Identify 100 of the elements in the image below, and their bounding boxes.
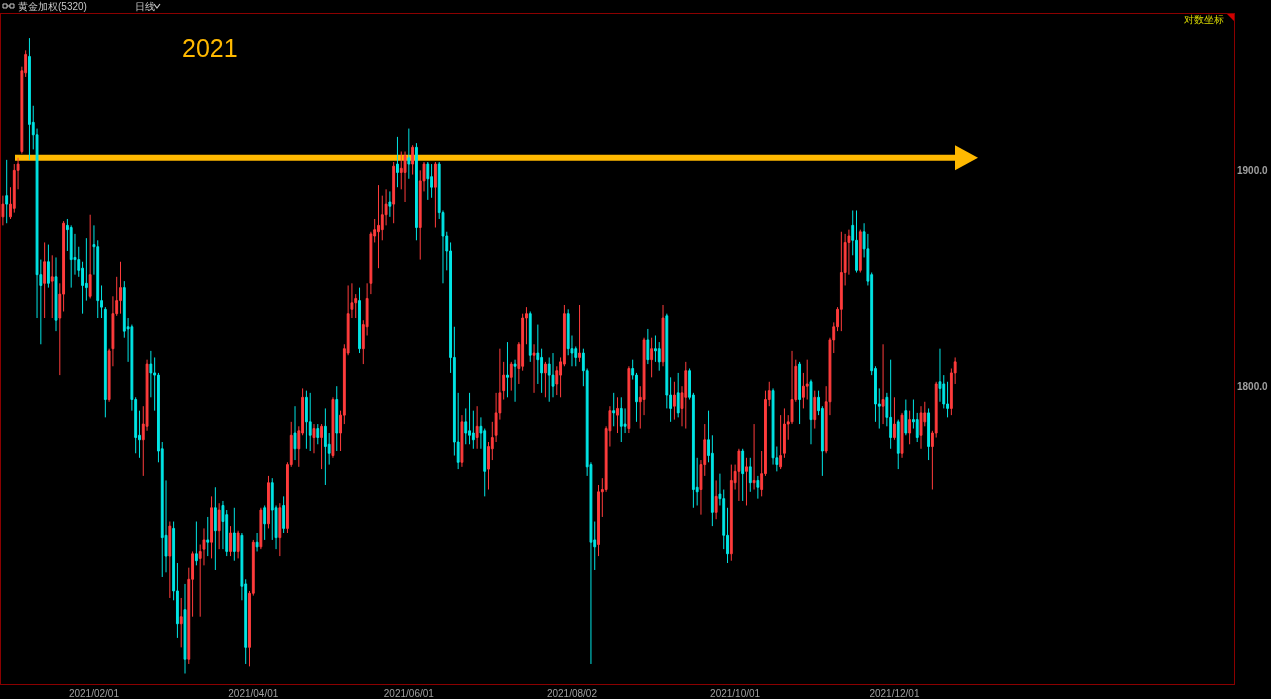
candlestick xyxy=(320,423,324,470)
candlestick xyxy=(919,405,923,450)
candlestick xyxy=(779,414,783,470)
candlestick xyxy=(714,479,718,520)
candlestick xyxy=(881,343,885,425)
candlestick xyxy=(179,597,183,648)
x-tick-label: 2021/10/01 xyxy=(710,688,761,699)
candlestick xyxy=(889,359,893,450)
candlestick xyxy=(50,254,54,319)
candlestick xyxy=(813,390,817,430)
candlestick xyxy=(650,337,654,378)
candlestick xyxy=(855,209,858,273)
candlestick xyxy=(433,161,437,228)
candlestick xyxy=(612,392,616,427)
candlestick xyxy=(627,365,631,434)
candlestick xyxy=(308,392,312,452)
candlestick xyxy=(684,361,688,430)
candlestick xyxy=(858,229,862,273)
candlestick xyxy=(335,385,339,452)
candlestick xyxy=(752,423,756,491)
candlestick xyxy=(43,241,47,319)
candlestick xyxy=(88,214,92,299)
candlestick xyxy=(259,507,263,550)
candlestick xyxy=(206,516,210,557)
candlestick xyxy=(377,184,380,269)
candlestick xyxy=(783,407,786,459)
candlestick xyxy=(513,359,517,403)
candlestick xyxy=(304,390,308,450)
candlestick xyxy=(748,457,752,493)
candlestick xyxy=(168,521,172,599)
candlestick xyxy=(756,475,760,500)
candlestick xyxy=(729,464,733,562)
candlestick xyxy=(460,414,464,468)
candlestick xyxy=(745,457,748,506)
candlestick xyxy=(103,306,107,418)
candlestick xyxy=(229,525,232,557)
candlestick xyxy=(323,407,327,486)
candlestick xyxy=(661,304,665,367)
candlestick xyxy=(232,507,236,562)
candlestick xyxy=(316,423,320,445)
chart-subtitle: 日线 xyxy=(135,1,155,12)
candlestick xyxy=(528,310,532,363)
candlestick xyxy=(430,163,434,199)
candlestick xyxy=(927,407,931,461)
annotation: 2021 xyxy=(182,34,238,62)
x-tick-label: 2021/06/01 xyxy=(383,688,435,699)
candlestick xyxy=(358,287,361,354)
candlestick xyxy=(904,399,908,436)
candlestick xyxy=(547,356,551,403)
candlestick xyxy=(426,161,430,201)
candlestick xyxy=(263,504,267,541)
y-tick-label: 1800.0 xyxy=(1237,380,1269,392)
candlestick xyxy=(672,381,676,421)
candlestick xyxy=(183,583,187,674)
candlestick xyxy=(741,448,745,502)
annotation: 对数坐标 xyxy=(1184,14,1224,25)
candlestick xyxy=(255,532,259,552)
x-tick-label: 2021/04/01 xyxy=(228,688,279,699)
candlestick xyxy=(506,341,509,398)
candlestick xyxy=(54,256,58,332)
chart-title: 黄金加权(5320) xyxy=(18,0,87,12)
candlestick xyxy=(403,151,407,203)
candlestick xyxy=(619,396,623,443)
candlestick xyxy=(839,231,843,332)
candlestick xyxy=(737,448,741,502)
candlestick xyxy=(217,502,221,550)
candlestick xyxy=(396,136,399,188)
candlestick xyxy=(388,190,392,218)
candlestick xyxy=(213,486,217,571)
candlestick xyxy=(532,343,536,394)
candlestick xyxy=(551,352,555,398)
x-tick-label: 2021/08/02 xyxy=(546,688,598,699)
candlestick xyxy=(210,495,213,559)
candlestick xyxy=(646,328,650,365)
candlestick xyxy=(278,502,282,557)
candlestick xyxy=(282,495,286,534)
candlestick xyxy=(1,195,5,226)
candlestick xyxy=(407,128,411,180)
candlestick xyxy=(543,361,547,398)
candlestick xyxy=(293,405,297,461)
candlestick xyxy=(809,379,813,445)
candlestick xyxy=(392,161,396,224)
candlestick xyxy=(5,159,9,224)
candlestick xyxy=(468,392,471,445)
candlestick xyxy=(312,423,316,454)
candlestick xyxy=(46,244,50,289)
candlestick xyxy=(194,521,198,566)
candlestick xyxy=(119,261,122,315)
candlestick xyxy=(415,142,418,241)
candlestick xyxy=(411,144,415,176)
candlestick xyxy=(267,475,270,529)
candlestick xyxy=(236,530,240,559)
candlestick xyxy=(475,405,479,450)
x-tick-label: 2021/02/01 xyxy=(68,688,120,699)
candlestick xyxy=(798,361,802,425)
candlestick xyxy=(509,361,513,392)
candlestick xyxy=(616,396,619,434)
candlestick xyxy=(578,304,581,363)
candlestick xyxy=(331,396,335,459)
y-tick-label: 1900.0 xyxy=(1237,164,1269,176)
